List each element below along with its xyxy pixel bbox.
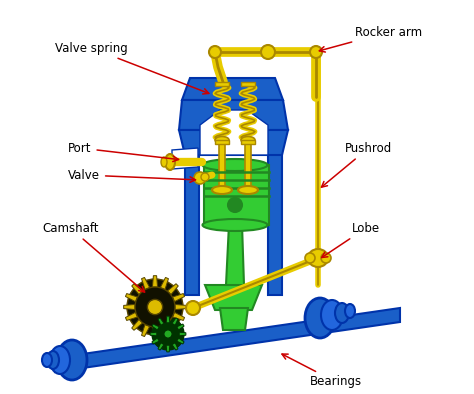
Ellipse shape — [345, 304, 355, 318]
Polygon shape — [160, 277, 168, 290]
Circle shape — [261, 45, 275, 59]
Polygon shape — [158, 318, 164, 325]
Text: Pushrod: Pushrod — [321, 141, 392, 187]
Polygon shape — [167, 319, 178, 330]
Text: Rocker arm: Rocker arm — [319, 26, 422, 52]
Circle shape — [228, 198, 242, 212]
Circle shape — [152, 318, 184, 350]
Circle shape — [135, 287, 175, 327]
Ellipse shape — [212, 186, 232, 194]
Polygon shape — [175, 305, 186, 310]
Bar — [241, 140, 255, 144]
Ellipse shape — [321, 300, 343, 330]
Text: Camshaft: Camshaft — [42, 221, 145, 292]
Polygon shape — [152, 324, 160, 330]
Ellipse shape — [202, 159, 267, 171]
Ellipse shape — [186, 301, 200, 315]
Polygon shape — [152, 338, 160, 344]
Bar — [215, 140, 229, 144]
Polygon shape — [160, 324, 168, 336]
Polygon shape — [153, 276, 157, 287]
Ellipse shape — [305, 298, 335, 338]
Bar — [215, 82, 229, 86]
Circle shape — [209, 46, 221, 58]
Circle shape — [157, 323, 179, 345]
Polygon shape — [179, 130, 288, 155]
Bar — [185, 140, 199, 295]
Polygon shape — [158, 342, 164, 350]
Circle shape — [201, 173, 209, 181]
Ellipse shape — [335, 303, 349, 323]
Polygon shape — [172, 342, 178, 350]
Circle shape — [305, 253, 315, 263]
Polygon shape — [126, 294, 137, 302]
Text: Port: Port — [68, 141, 179, 162]
Polygon shape — [166, 345, 170, 352]
Polygon shape — [176, 338, 184, 344]
Ellipse shape — [241, 136, 255, 143]
Polygon shape — [200, 110, 268, 155]
Polygon shape — [179, 100, 288, 130]
Ellipse shape — [238, 186, 258, 194]
Polygon shape — [142, 324, 150, 336]
Polygon shape — [226, 224, 244, 285]
Circle shape — [321, 253, 331, 263]
Text: Lobe: Lobe — [322, 221, 380, 258]
Bar — [241, 82, 255, 86]
Polygon shape — [173, 294, 184, 302]
Polygon shape — [172, 148, 198, 169]
Polygon shape — [132, 319, 143, 330]
Polygon shape — [182, 78, 283, 100]
Ellipse shape — [308, 249, 328, 267]
Polygon shape — [176, 324, 184, 330]
Polygon shape — [179, 332, 186, 336]
Polygon shape — [150, 332, 157, 336]
Ellipse shape — [47, 351, 59, 369]
Polygon shape — [132, 284, 143, 295]
Polygon shape — [153, 327, 157, 338]
Polygon shape — [205, 285, 262, 310]
Text: Valve: Valve — [68, 169, 195, 182]
Text: Bearings: Bearings — [282, 354, 362, 388]
Ellipse shape — [202, 219, 267, 231]
Polygon shape — [142, 277, 150, 290]
Bar — [245, 140, 251, 190]
Circle shape — [164, 330, 172, 338]
Ellipse shape — [215, 136, 229, 143]
Polygon shape — [166, 316, 170, 323]
Circle shape — [147, 299, 163, 314]
Bar — [268, 140, 282, 295]
Ellipse shape — [161, 157, 167, 167]
Ellipse shape — [50, 346, 70, 374]
Circle shape — [194, 172, 206, 184]
Polygon shape — [126, 312, 137, 320]
Polygon shape — [124, 305, 135, 310]
Bar — [204, 165, 269, 225]
Circle shape — [310, 46, 322, 58]
Ellipse shape — [165, 154, 175, 170]
Ellipse shape — [57, 340, 87, 380]
Polygon shape — [167, 284, 178, 295]
Circle shape — [127, 279, 183, 335]
Ellipse shape — [42, 353, 52, 367]
Polygon shape — [172, 318, 178, 325]
Polygon shape — [173, 312, 184, 320]
Polygon shape — [55, 308, 400, 372]
Polygon shape — [220, 308, 248, 330]
Text: Valve spring: Valve spring — [55, 41, 209, 94]
Bar — [219, 140, 225, 190]
